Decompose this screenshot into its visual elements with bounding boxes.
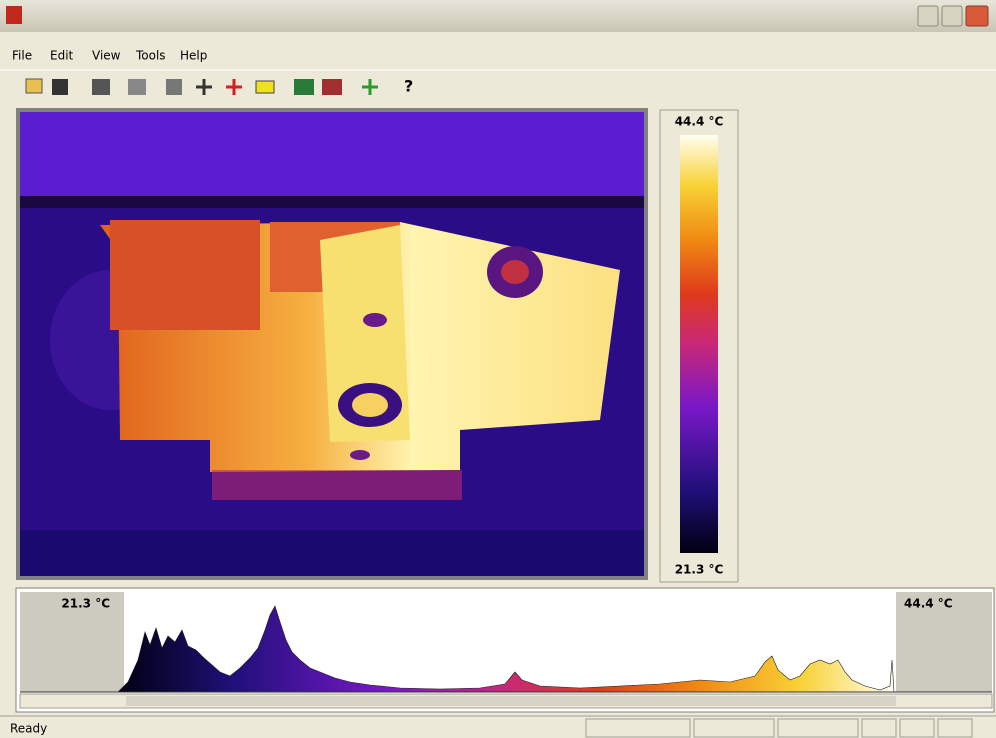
thermal-image	[16, 108, 648, 580]
open-button[interactable]	[25, 78, 43, 94]
color-scale: 44.4 °C 21.3 °C	[659, 109, 739, 583]
menu-item[interactable]: Help	[180, 49, 207, 63]
histogram-max-label: 44.4 °C	[904, 597, 953, 611]
menu-item[interactable]: View	[92, 49, 121, 63]
histogram-shape	[117, 605, 895, 693]
minimize-button[interactable]	[917, 5, 939, 27]
scrollbar-thumb[interactable]	[126, 696, 896, 706]
maximize-button[interactable]	[941, 5, 963, 27]
app-icon	[6, 6, 22, 24]
help-icon[interactable]: ?	[404, 77, 413, 96]
toolbar: ?	[0, 69, 996, 96]
histogram-min-label: 21.3 °C	[61, 597, 110, 611]
scale-max-label: 44.4 °C	[675, 115, 724, 129]
spot-button[interactable]	[226, 79, 242, 95]
zoom-button[interactable]	[166, 79, 182, 95]
menu-item[interactable]: Edit	[50, 49, 74, 63]
menu-item[interactable]: Tools	[135, 49, 166, 63]
marker-button[interactable]	[362, 79, 378, 95]
print-button[interactable]	[92, 79, 110, 95]
menu-item[interactable]: File	[12, 49, 32, 63]
close-button[interactable]	[965, 5, 989, 27]
scale-min-label: 21.3 °C	[675, 563, 724, 577]
scale-bar	[680, 135, 718, 553]
area-button[interactable]	[255, 80, 275, 94]
menu-bar	[0, 40, 996, 68]
histogram2-button[interactable]	[322, 79, 342, 95]
histogram-button[interactable]	[294, 79, 314, 95]
crosshair-button[interactable]	[196, 79, 212, 95]
histogram-panel: 21.3 °C 44.4 °C	[15, 587, 995, 713]
properties-button[interactable]	[128, 79, 146, 95]
status-text: Ready	[10, 722, 47, 736]
save-button[interactable]	[52, 79, 68, 95]
title-bar	[0, 0, 996, 32]
status-bar: Ready	[0, 715, 996, 738]
